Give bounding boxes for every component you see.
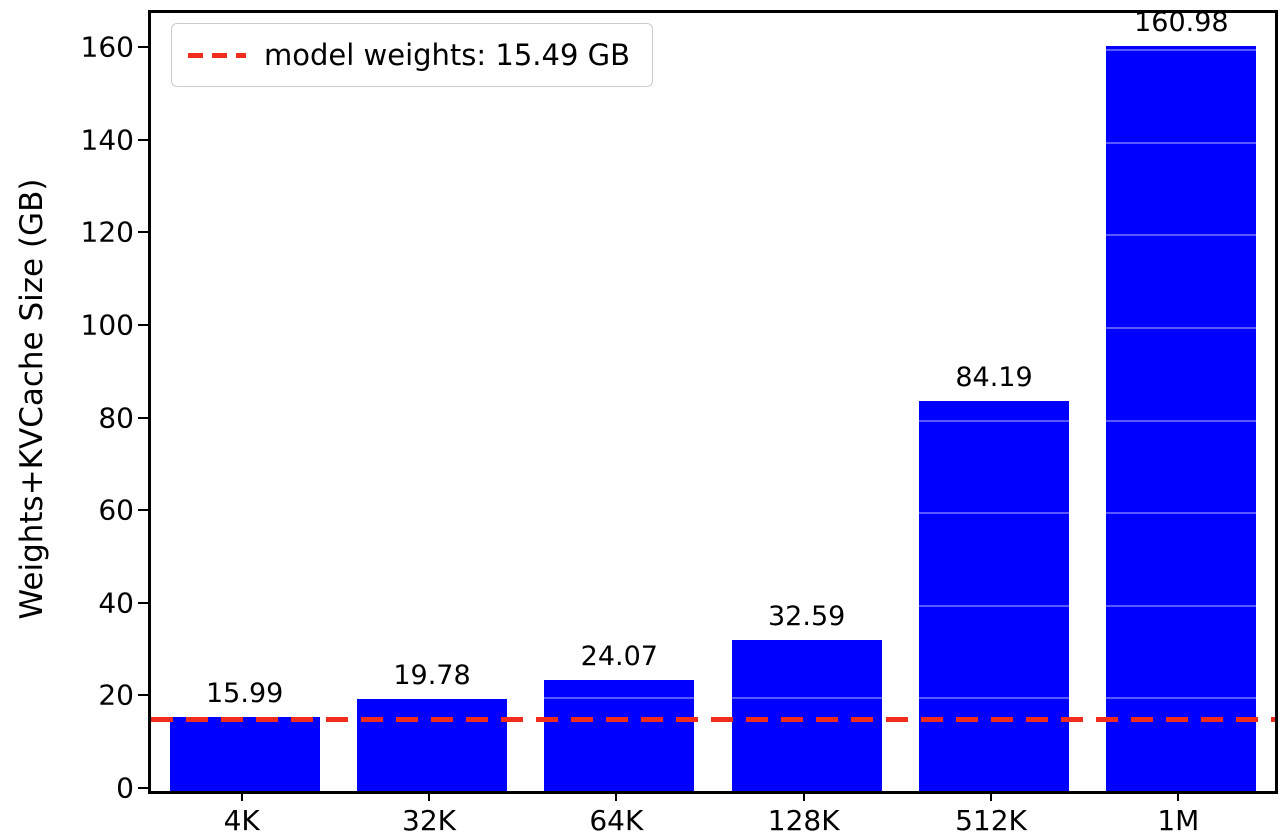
bar-value-label: 84.19: [955, 362, 1033, 394]
y-tick-mark: [138, 323, 148, 326]
y-tick-label: 80: [98, 401, 134, 435]
x-tick-mark: [428, 791, 430, 801]
plot-area: 15.99 19.78 24.07 32.59 84.19 160.98 model we…: [148, 7, 1278, 794]
y-tick-mark: [138, 416, 148, 419]
x-tick-mark: [802, 791, 805, 801]
y-tick-label: 40: [98, 586, 134, 620]
gridline: [151, 326, 1275, 329]
x-tick-label: 512K: [955, 804, 1027, 836]
x-tick-mark: [990, 791, 992, 801]
bar: [1106, 45, 1257, 791]
y-tick-label: 160: [80, 30, 134, 64]
x-tick-mark: [615, 791, 618, 801]
gridline: [151, 604, 1275, 607]
y-tick-label: 120: [80, 215, 134, 249]
bar-value-label: 160.98: [1134, 6, 1229, 38]
x-tick-mark: [240, 791, 243, 801]
y-axis-label: Weights+KVCache Size (GB): [14, 178, 50, 620]
gridline: [151, 419, 1275, 422]
y-tick-label: 20: [98, 678, 134, 712]
bar: [731, 640, 882, 791]
x-tick-label: 32K: [402, 804, 456, 836]
y-tick-label: 140: [80, 123, 134, 157]
gridline: [151, 141, 1275, 144]
bars-layer: 15.99 19.78 24.07 32.59 84.19 160.98: [151, 7, 1275, 791]
bar-value-label: 15.99: [206, 677, 284, 709]
bar-value-label: 19.78: [393, 660, 471, 692]
gridline: [151, 234, 1275, 237]
y-tick-mark: [138, 46, 148, 49]
y-tick-label: 100: [80, 308, 134, 342]
y-tick-label: 60: [98, 493, 134, 527]
x-tick-mark: [1177, 791, 1180, 801]
bar-value-label: 24.07: [580, 640, 658, 672]
dashed-line-icon: [188, 52, 246, 58]
x-tick-label: 1M: [1157, 804, 1200, 836]
legend: model weights: 15.49 GB: [171, 23, 653, 87]
grid-layer: [151, 13, 1275, 791]
bar: [544, 679, 695, 791]
legend-label: model weights: 15.49 GB: [264, 38, 630, 72]
y-tick-label: 0: [116, 771, 134, 805]
gridline: [151, 512, 1275, 515]
bar: [357, 699, 507, 791]
y-tick-mark: [138, 601, 148, 604]
x-tick-label: 128K: [767, 804, 840, 836]
bar: [919, 401, 1069, 791]
x-tick-label: 64K: [589, 804, 644, 836]
x-tick-label: 4K: [223, 804, 260, 836]
gridline: [151, 697, 1275, 700]
y-tick-mark: [138, 231, 148, 234]
y-tick-mark: [138, 138, 148, 141]
model-weights-reference-line: [151, 716, 1275, 722]
y-tick-mark: [138, 694, 148, 697]
bar: [169, 716, 320, 791]
y-tick-mark: [138, 787, 148, 789]
y-tick-mark: [138, 509, 148, 512]
gridline: [151, 49, 1275, 52]
bar-value-label: 32.59: [768, 601, 846, 633]
